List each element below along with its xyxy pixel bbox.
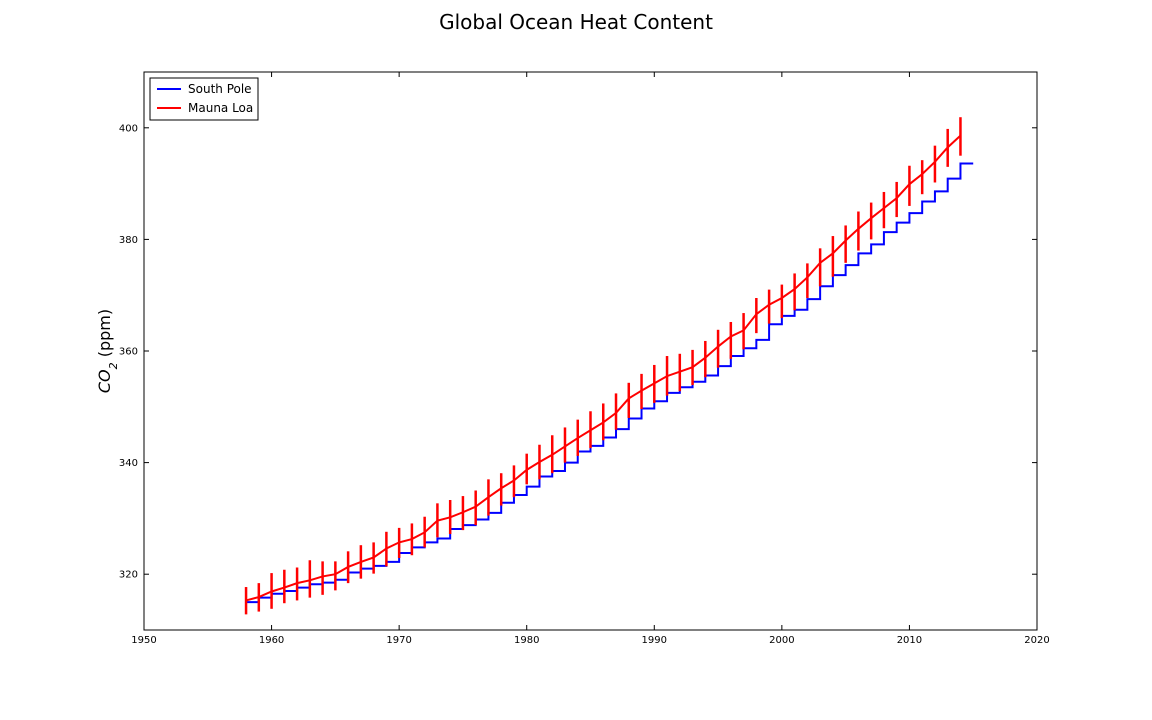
x-tick-label: 1980 xyxy=(514,635,539,646)
x-tick-label: 1990 xyxy=(642,635,667,646)
y-tick-label: 360 xyxy=(119,347,138,358)
chart-title: Global Ocean Heat Content xyxy=(439,10,713,34)
y-axis-label: CO2 (ppm) xyxy=(95,309,120,393)
axes-background xyxy=(144,72,1037,630)
legend-label-south-pole: South Pole xyxy=(188,82,252,96)
series-line-south-pole xyxy=(246,162,974,604)
legend: South Pole Mauna Loa xyxy=(149,77,259,121)
series-layer xyxy=(244,117,974,615)
x-tick-label: 1960 xyxy=(259,635,284,646)
series-line-mauna-loa xyxy=(245,134,962,602)
x-tick-label: 1970 xyxy=(386,635,411,646)
x-tick-label: 2010 xyxy=(897,635,922,646)
y-tick-label: 380 xyxy=(119,235,138,246)
y-tick-label: 320 xyxy=(119,570,138,581)
legend-box xyxy=(149,77,259,121)
legend-label-mauna-loa: Mauna Loa xyxy=(188,101,253,115)
y-axis-label-unit: (ppm) xyxy=(95,309,114,362)
y-tick-label: 400 xyxy=(119,123,138,134)
plot-area: 1950 1960 1970 1980 1990 2000 2010 2020 320 340 36… xyxy=(119,71,1050,646)
x-tick-label: 2020 xyxy=(1024,635,1049,646)
ticks-layer: 1950 1960 1970 1980 1990 2000 2010 2020 320 340 36… xyxy=(119,72,1050,646)
x-tick-label: 1950 xyxy=(131,635,156,646)
x-tick-label: 2000 xyxy=(769,635,794,646)
y-axis-label-main: CO xyxy=(95,369,114,393)
y-tick-label: 340 xyxy=(119,458,138,469)
y-axis-label-subscript: 2 xyxy=(107,362,120,369)
